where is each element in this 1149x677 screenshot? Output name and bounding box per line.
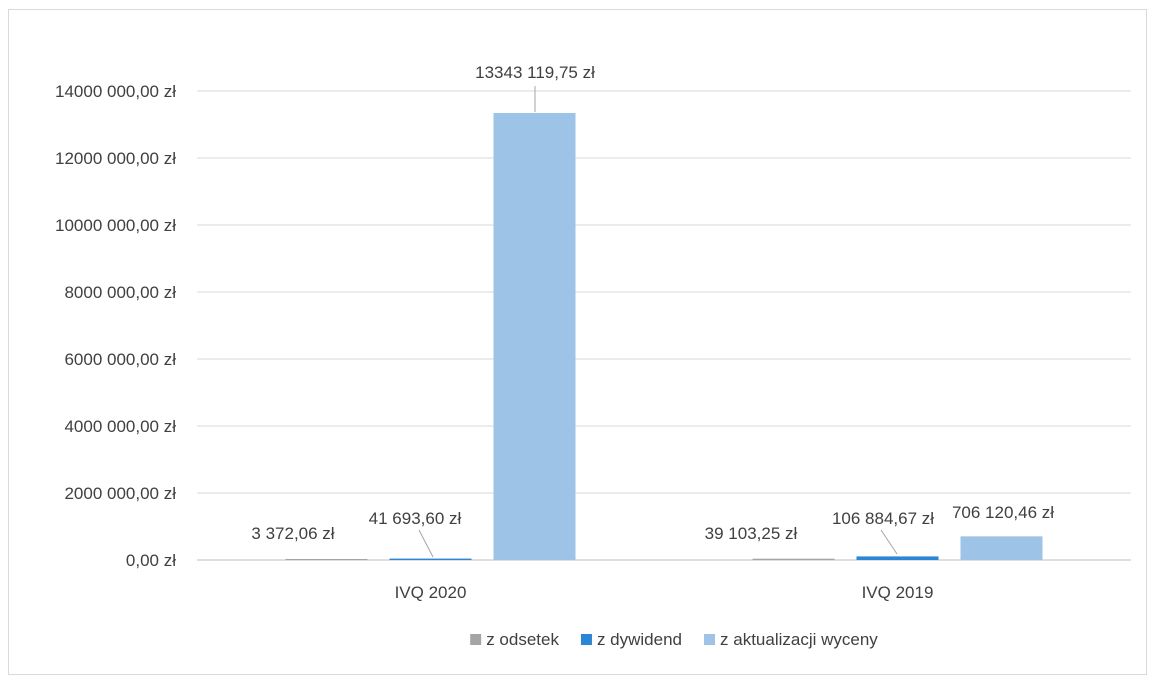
category-label: IVQ 2020 bbox=[395, 583, 467, 602]
data-label: 39 103,25 zł bbox=[705, 524, 798, 543]
data-label: 13343 119,75 zł bbox=[475, 63, 595, 82]
y-tick-label: 6000 000,00 zł bbox=[64, 350, 176, 369]
bar bbox=[493, 113, 576, 560]
legend-label: z odsetek bbox=[486, 630, 559, 649]
chart-frame bbox=[8, 9, 1147, 675]
y-tick-label: 0,00 zł bbox=[126, 551, 176, 570]
data-label: 106 884,67 zł bbox=[832, 509, 934, 528]
category-label: IVQ 2019 bbox=[862, 583, 934, 602]
bar bbox=[856, 556, 939, 560]
data-label: 3 372,06 zł bbox=[251, 524, 334, 543]
bar bbox=[960, 536, 1043, 560]
y-tick-label: 8000 000,00 zł bbox=[64, 283, 176, 302]
y-tick-label: 10000 000,00 zł bbox=[55, 216, 176, 235]
legend-label: z dywidend bbox=[597, 630, 682, 649]
legend-swatch bbox=[704, 634, 716, 645]
legend-swatch bbox=[580, 634, 592, 645]
data-label: 41 693,60 zł bbox=[369, 509, 462, 528]
y-tick-label: 2000 000,00 zł bbox=[64, 484, 176, 503]
bar bbox=[389, 558, 472, 560]
leader-line bbox=[880, 529, 898, 555]
leader-line bbox=[418, 529, 434, 558]
y-tick-label: 14000 000,00 zł bbox=[55, 82, 176, 101]
bar bbox=[752, 558, 835, 560]
legend-label: z aktualizacji wyceny bbox=[720, 630, 878, 649]
data-label: 706 120,46 zł bbox=[952, 503, 1054, 522]
y-tick-label: 4000 000,00 zł bbox=[64, 417, 176, 436]
y-tick-label: 12000 000,00 zł bbox=[55, 149, 176, 168]
legend-swatch bbox=[470, 634, 482, 645]
bar bbox=[285, 559, 368, 560]
